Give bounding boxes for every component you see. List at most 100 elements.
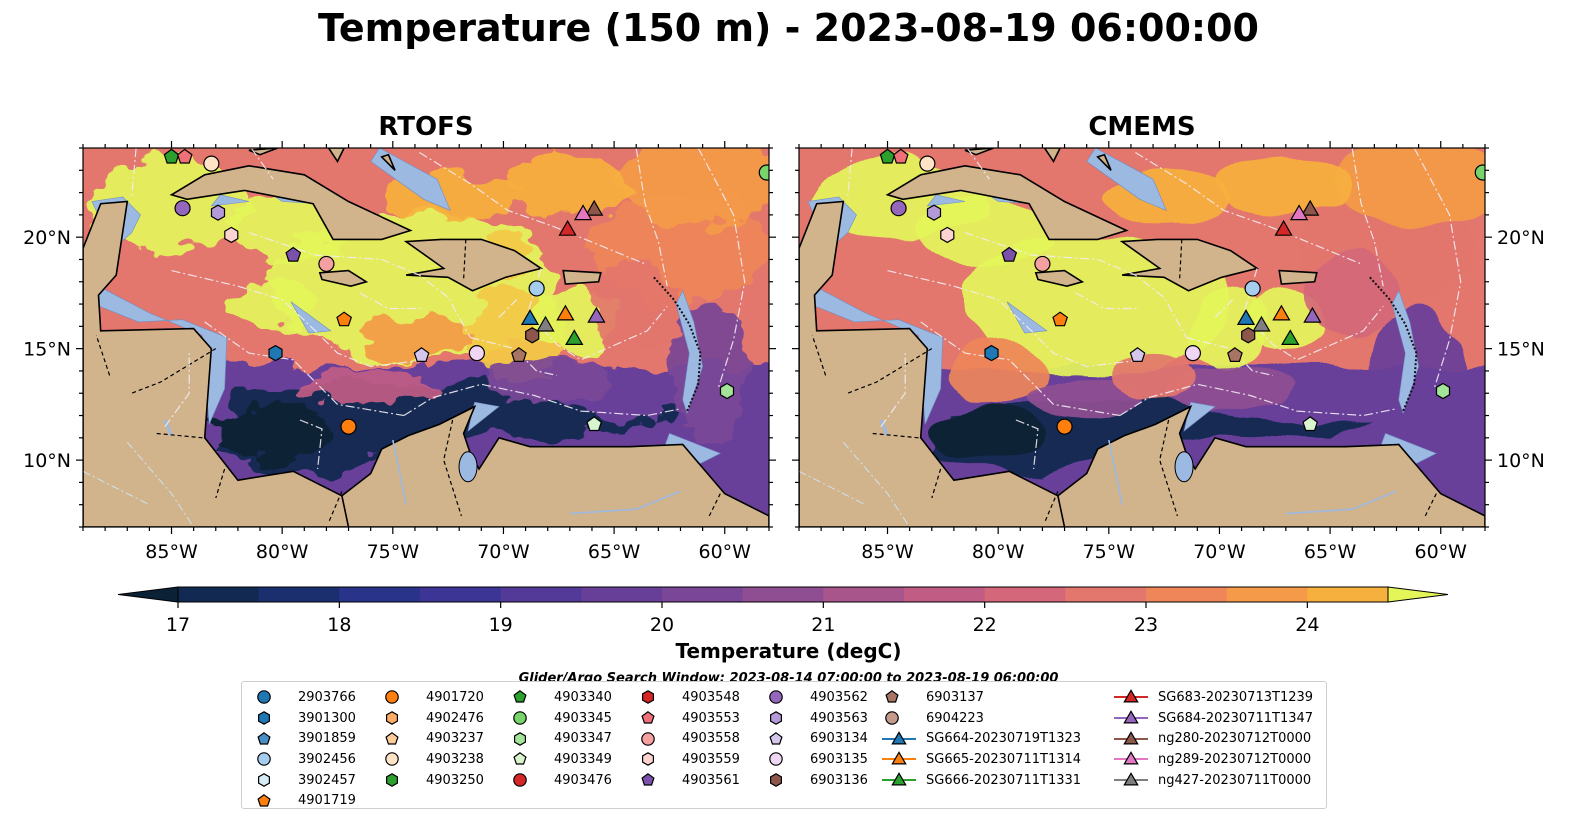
legend-entry: 3902456 (254, 749, 356, 770)
legend-column: SG683-20230713T1239 SG684-20230711T1347 ng… (1114, 687, 1313, 790)
marker-6903135 (1184, 345, 1201, 362)
x-tick-label: 70°W (477, 541, 530, 563)
legend-label: 4903238 (426, 751, 484, 767)
colorbar: 17 18 19 20 21 22 23 24 (117, 586, 1449, 636)
marker-SG666-20230711T1331 (1281, 329, 1300, 345)
legend-marker (513, 752, 527, 766)
legend-marker (769, 711, 782, 725)
legend-label: SG684-20230711T1347 (1158, 710, 1314, 726)
map-panel-cmems: 85°W 80°W 75°W 70°W 65°W 60°W 10°N 15°N 20°N (792, 141, 1545, 563)
legend-marker (513, 690, 527, 703)
legend-marker (385, 731, 399, 745)
colorbar-segment (1226, 587, 1308, 602)
legend-label: SG664-20230719T1323 (926, 731, 1082, 747)
legend-entry: 4901719 (254, 790, 356, 811)
panel-title-rtofs: RTOFS (378, 112, 474, 142)
marker-SG664-20230719T1323 (520, 309, 540, 325)
land (1278, 269, 1318, 285)
legend-label: ng427-20230711T0000 (1158, 772, 1312, 788)
legend-label: 4903349 (554, 751, 612, 767)
legend-marker (769, 752, 783, 767)
colorbar-segment (1307, 587, 1389, 602)
pentagon-marker-icon (769, 731, 783, 745)
colorbar-segment (823, 587, 905, 602)
marker-ng289-20230712T0000 (573, 204, 593, 221)
colorbar-tick-label: 24 (1295, 614, 1319, 636)
legend-marker (385, 711, 398, 725)
legend-marker (385, 752, 399, 767)
marker-ng280-20230712T0000 (1301, 199, 1320, 216)
marker-4903559 (224, 226, 239, 244)
legend-marker (513, 731, 526, 746)
legend-marker (641, 773, 655, 786)
marker-4903347 (719, 382, 735, 400)
pentagon-marker-icon (385, 731, 399, 745)
legend-marker (513, 711, 527, 725)
colorbar-segment (581, 587, 663, 602)
legend-entry: SG684-20230711T1347 (1114, 708, 1313, 729)
legend-entry: ng289-20230712T0000 (1114, 749, 1313, 770)
legend-entry: ng280-20230712T0000 (1114, 728, 1313, 749)
marker-3902456 (1244, 280, 1261, 297)
pentagon-marker-icon (513, 690, 527, 703)
land (1119, 238, 1260, 292)
marker-4903345 (758, 164, 769, 181)
x-tick-label: 65°W (1304, 541, 1357, 563)
triangle-marker-icon (882, 730, 916, 745)
legend-column: 4903562 4903563 6903134 6903135 6903136 (766, 687, 868, 790)
marker-4903349 (1302, 416, 1319, 432)
y-tick-label: 20°N (23, 227, 71, 249)
legend-entry: SG665-20230711T1314 (882, 749, 1081, 770)
legend-label: 4903250 (426, 772, 484, 788)
legend-entry: 4903237 (382, 728, 484, 749)
legend-label: 4903553 (682, 710, 740, 726)
circle-marker-icon (385, 752, 399, 767)
marker-ng427-20230711T0000 (1252, 315, 1271, 332)
marker-4903553 (176, 148, 193, 164)
marker-3901300 (984, 344, 999, 362)
colorbar-tick-label: 19 (489, 614, 513, 636)
triangle-marker-icon (1114, 710, 1148, 724)
legend-label: 4903561 (682, 772, 740, 788)
legend-marker (641, 731, 655, 746)
colorbar-segment (662, 587, 744, 602)
colorbar-tick-label: 17 (166, 614, 190, 636)
legend-entry: 4903347 (510, 728, 612, 749)
legend-entry: ng427-20230711T0000 (1114, 770, 1313, 791)
legend-entry: 4903238 (382, 749, 484, 770)
marker-SG665-20230711T1314 (1272, 304, 1291, 321)
legend-marker (885, 690, 899, 703)
x-tick-label: 85°W (145, 541, 198, 563)
legend-label: 6904223 (926, 710, 984, 726)
marker-4903347 (1435, 382, 1451, 400)
x-tick-label: 60°W (1415, 541, 1468, 563)
legend-marker (1123, 751, 1139, 765)
y-tick-label: 10°N (23, 450, 71, 472)
legend-label: 3902457 (298, 772, 356, 788)
colorbar-segment (984, 587, 1066, 602)
marker-4903238 (203, 155, 220, 172)
legend-label: 6903137 (926, 689, 984, 705)
legend-label: 4901719 (298, 793, 356, 809)
y-tick-label: 15°N (1497, 339, 1545, 361)
legend-label: SG666-20230711T1331 (926, 772, 1082, 788)
legend-entry: 6903134 (766, 728, 868, 749)
marker-6903135 (468, 345, 485, 362)
x-tick-label: 75°W (367, 541, 420, 563)
pentagon-marker-icon (641, 773, 655, 786)
marker-SG683-20230713T1239 (1274, 219, 1293, 236)
legend-entry: 3901300 (254, 708, 356, 729)
land (1043, 148, 1061, 164)
legend-entry: 3902457 (254, 770, 356, 791)
legend-entry: 3901859 (254, 728, 356, 749)
legend-label: ng280-20230712T0000 (1158, 731, 1312, 747)
marker-4901719 (336, 311, 353, 327)
legend-marker (257, 752, 271, 767)
legend-marker (891, 730, 907, 745)
triangle-marker-icon (1114, 772, 1148, 786)
x-tick-label: 60°W (699, 541, 752, 563)
legend-label: 4902476 (426, 710, 484, 726)
marker-4901719 (1052, 311, 1069, 327)
legend-entry: 4903561 (638, 770, 740, 791)
legend-marker (257, 773, 270, 787)
